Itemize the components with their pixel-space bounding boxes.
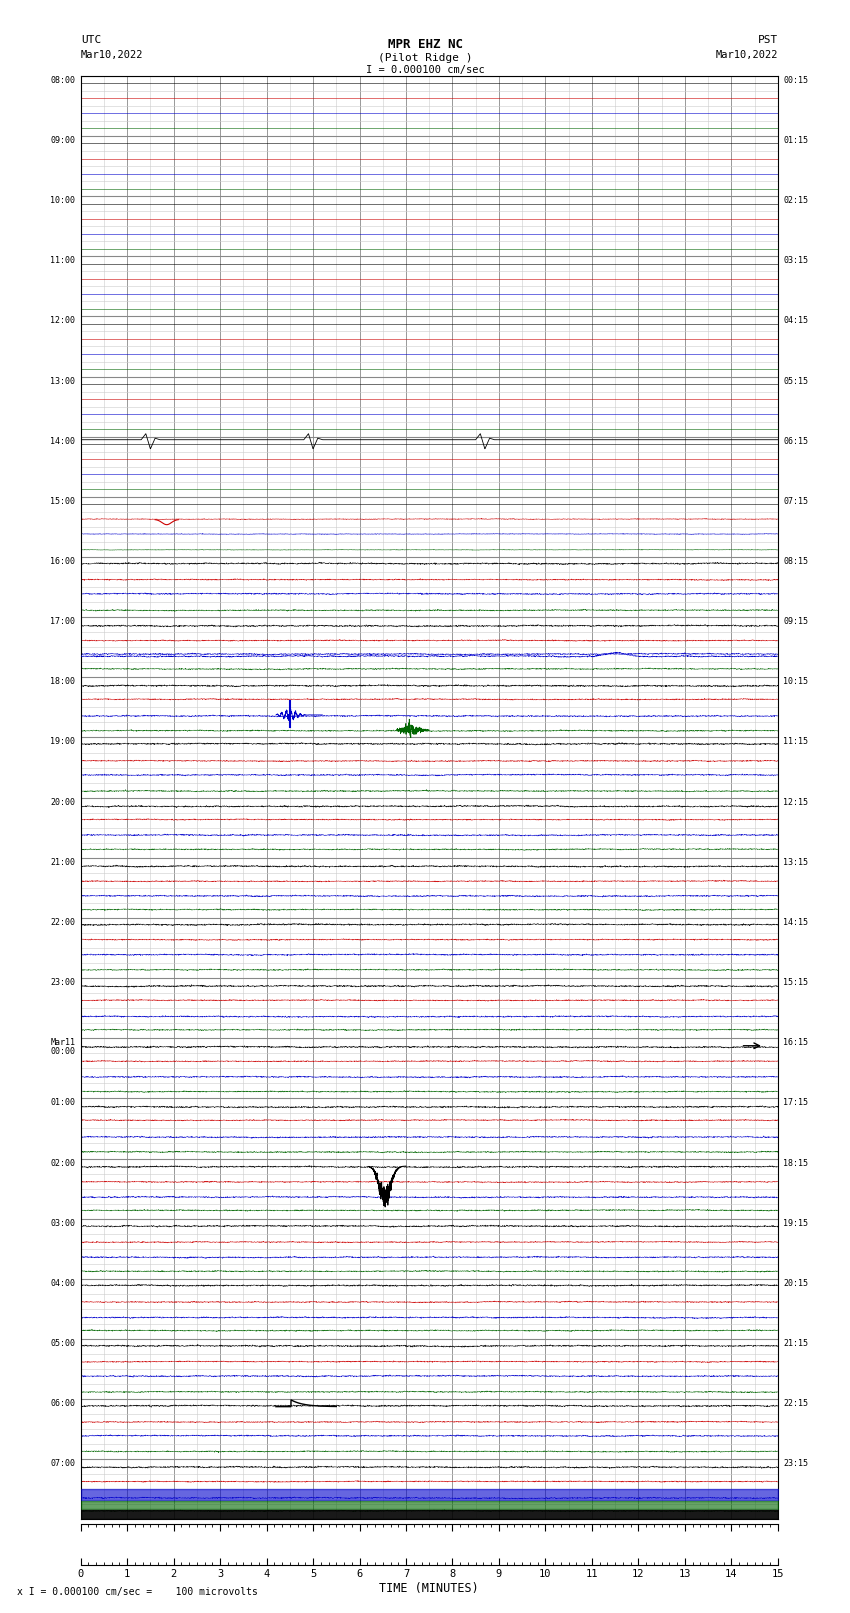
Text: 04:00: 04:00	[50, 1279, 75, 1287]
Text: 01:00: 01:00	[50, 1098, 75, 1108]
X-axis label: TIME (MINUTES): TIME (MINUTES)	[379, 1582, 479, 1595]
Text: 16:00: 16:00	[50, 556, 75, 566]
Text: 12:15: 12:15	[784, 798, 808, 806]
Text: x I = 0.000100 cm/sec =    100 microvolts: x I = 0.000100 cm/sec = 100 microvolts	[17, 1587, 258, 1597]
Text: 07:15: 07:15	[784, 497, 808, 506]
Text: 16:15: 16:15	[784, 1039, 808, 1047]
Text: 23:15: 23:15	[784, 1460, 808, 1468]
Text: I = 0.000100 cm/sec: I = 0.000100 cm/sec	[366, 65, 484, 76]
Text: 07:00: 07:00	[50, 1460, 75, 1468]
Text: Mar11
00:00: Mar11 00:00	[50, 1039, 75, 1055]
Text: 14:00: 14:00	[50, 437, 75, 445]
Text: 10:15: 10:15	[784, 677, 808, 686]
Text: 21:15: 21:15	[784, 1339, 808, 1348]
Text: 23:00: 23:00	[50, 977, 75, 987]
Text: 05:00: 05:00	[50, 1339, 75, 1348]
Text: (Pilot Ridge ): (Pilot Ridge )	[377, 53, 473, 63]
Text: 22:00: 22:00	[50, 918, 75, 927]
Text: 18:15: 18:15	[784, 1158, 808, 1168]
Text: UTC: UTC	[81, 35, 101, 45]
Text: 15:15: 15:15	[784, 977, 808, 987]
Text: 18:00: 18:00	[50, 677, 75, 686]
Text: 09:15: 09:15	[784, 618, 808, 626]
Text: 01:15: 01:15	[784, 135, 808, 145]
Text: MPR EHZ NC: MPR EHZ NC	[388, 37, 462, 50]
Text: 06:00: 06:00	[50, 1398, 75, 1408]
Text: 19:15: 19:15	[784, 1219, 808, 1227]
Text: 02:00: 02:00	[50, 1158, 75, 1168]
Text: Mar10,2022: Mar10,2022	[715, 50, 778, 60]
Text: 17:15: 17:15	[784, 1098, 808, 1108]
Text: 06:15: 06:15	[784, 437, 808, 445]
Text: 02:15: 02:15	[784, 197, 808, 205]
Text: 14:15: 14:15	[784, 918, 808, 927]
Text: PST: PST	[757, 35, 778, 45]
Text: 03:00: 03:00	[50, 1219, 75, 1227]
Text: 04:15: 04:15	[784, 316, 808, 326]
Text: 05:15: 05:15	[784, 376, 808, 386]
Text: 13:15: 13:15	[784, 858, 808, 866]
Text: 20:00: 20:00	[50, 798, 75, 806]
Text: 10:00: 10:00	[50, 197, 75, 205]
Text: 20:15: 20:15	[784, 1279, 808, 1287]
Text: 22:15: 22:15	[784, 1398, 808, 1408]
Text: 13:00: 13:00	[50, 376, 75, 386]
Text: 09:00: 09:00	[50, 135, 75, 145]
Text: 17:00: 17:00	[50, 618, 75, 626]
Text: 15:00: 15:00	[50, 497, 75, 506]
Text: 08:00: 08:00	[50, 76, 75, 85]
Text: 19:00: 19:00	[50, 737, 75, 747]
Text: 08:15: 08:15	[784, 556, 808, 566]
Text: 11:00: 11:00	[50, 256, 75, 265]
Text: 12:00: 12:00	[50, 316, 75, 326]
Text: 11:15: 11:15	[784, 737, 808, 747]
Text: 21:00: 21:00	[50, 858, 75, 866]
Text: 00:15: 00:15	[784, 76, 808, 85]
Text: 03:15: 03:15	[784, 256, 808, 265]
Text: Mar10,2022: Mar10,2022	[81, 50, 144, 60]
